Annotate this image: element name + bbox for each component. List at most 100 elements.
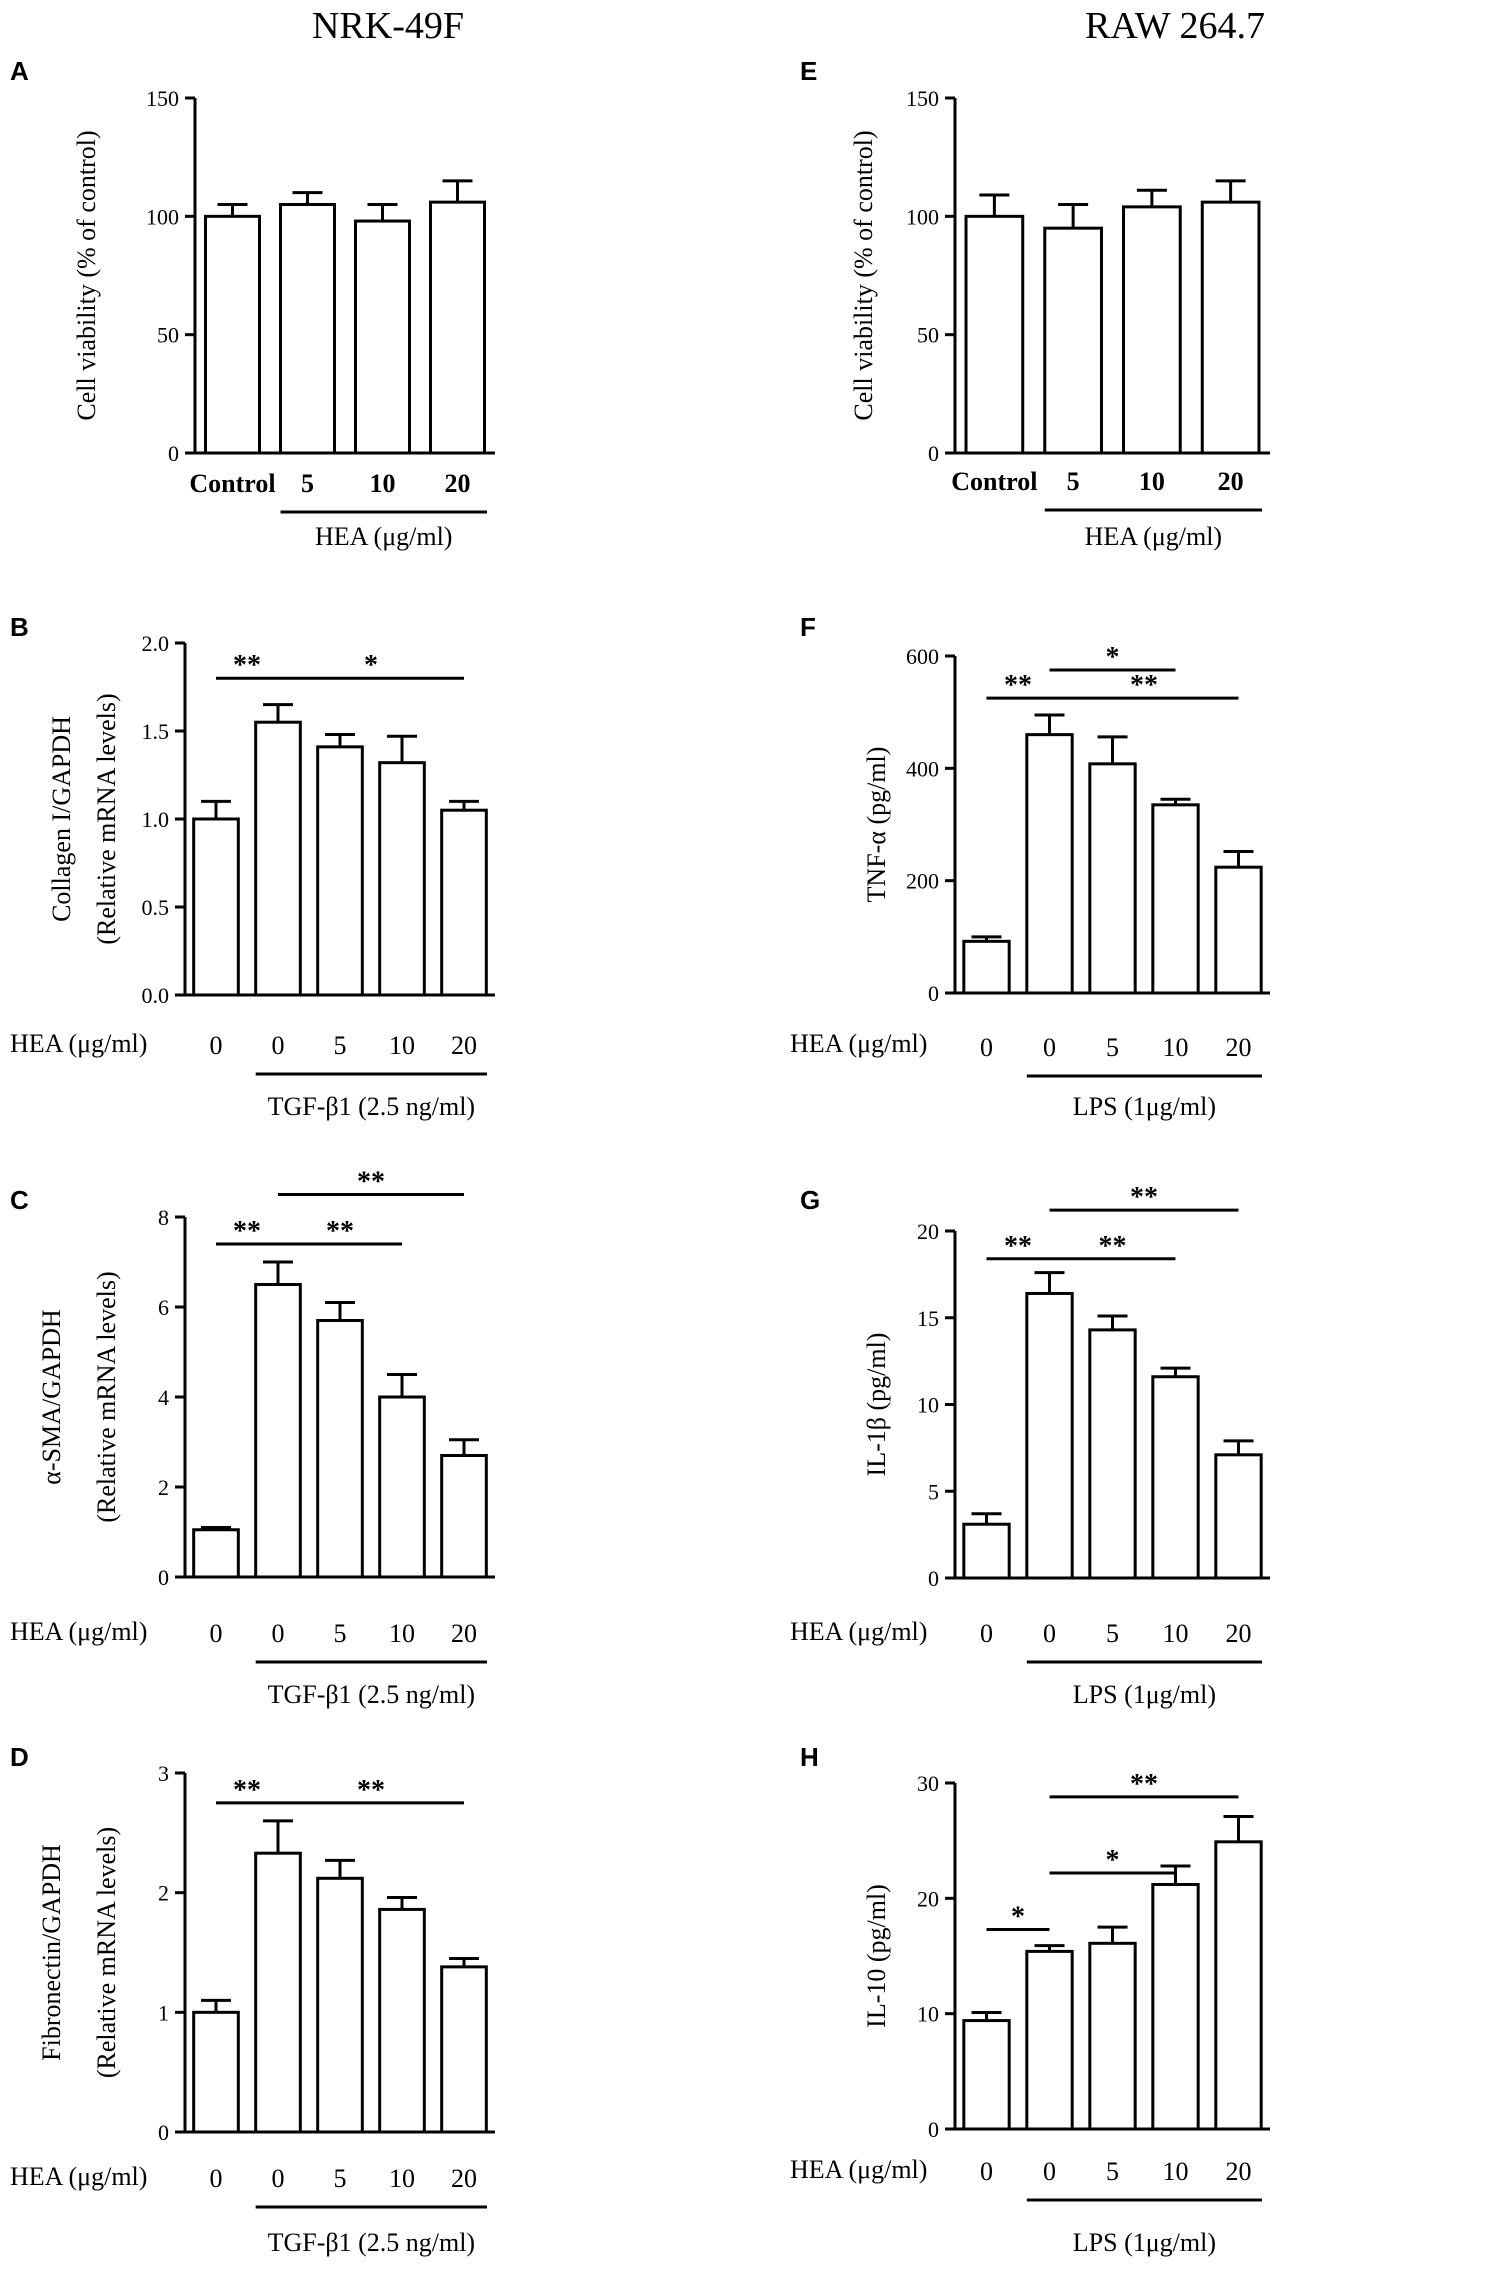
bar bbox=[378, 1907, 426, 2134]
panel-E: E 0 50 100 150 Cell viability (% of control) C… bbox=[800, 56, 1270, 551]
x-tick-label: 0 bbox=[210, 1619, 223, 1648]
y-tick-label: 1.0 bbox=[142, 807, 170, 832]
x-tick-label: Control bbox=[189, 469, 275, 498]
bar bbox=[1151, 803, 1200, 995]
bar bbox=[254, 1851, 302, 2134]
significance-label: ** bbox=[1004, 670, 1032, 701]
group-label: TGF-β1 (2.5 ng/ml) bbox=[268, 2228, 476, 2257]
x-tick-label: 0 bbox=[1043, 1033, 1056, 1062]
y-axis-label: Cell viability (% of control) bbox=[72, 130, 101, 420]
x-tick-label: 10 bbox=[1163, 2157, 1189, 2186]
bar bbox=[378, 761, 426, 997]
x-tick-label: 0 bbox=[210, 2164, 223, 2193]
bar bbox=[354, 219, 411, 455]
y-tick-label: 2.0 bbox=[142, 631, 170, 656]
significance-label: ** bbox=[357, 1775, 385, 1806]
significance-label: ** bbox=[326, 1216, 354, 1247]
bar bbox=[1025, 733, 1074, 995]
x-tick-label: 20 bbox=[1218, 467, 1244, 496]
x-tick-label: 0 bbox=[980, 1619, 993, 1648]
panel-B: B 0.0 0.5 1.0 1.5 2.0 Collagen I/GAPDH (Relativ… bbox=[10, 612, 495, 1121]
x-tick-label: 10 bbox=[1139, 467, 1165, 496]
panel-letter-F: F bbox=[800, 612, 816, 642]
x-tick-label: 5 bbox=[1106, 1619, 1119, 1648]
bar bbox=[192, 817, 240, 997]
x-tick-label: 20 bbox=[1226, 1033, 1252, 1062]
panel-D: D 0 1 2 3 Fibronectin/GAPDH (Relative mRNA lev… bbox=[10, 1742, 495, 2257]
y-tick-label: 10 bbox=[917, 1393, 939, 1418]
bar bbox=[1025, 1949, 1074, 2131]
x-tick-label: 10 bbox=[370, 469, 396, 498]
x-tick-label: 20 bbox=[451, 2164, 477, 2193]
x-tick-label: 20 bbox=[1226, 2157, 1252, 2186]
group-label: LPS (1μg/ml) bbox=[1073, 2228, 1216, 2257]
y-tick-label: 0 bbox=[158, 1565, 169, 1590]
y-tick-label: 20 bbox=[917, 1886, 939, 1911]
y-tick-label: 200 bbox=[906, 869, 939, 894]
significance-label: * bbox=[1011, 1901, 1025, 1932]
bar bbox=[192, 2010, 240, 2134]
x-tick-label: 20 bbox=[451, 1031, 477, 1060]
y-axis-label: α-SMA/GAPDH bbox=[37, 1309, 66, 1485]
y-tick-label: 1.5 bbox=[142, 719, 170, 744]
group-label: TGF-β1 (2.5 ng/ml) bbox=[268, 1092, 476, 1121]
bar bbox=[1043, 226, 1103, 455]
x-tick-label: 20 bbox=[451, 1619, 477, 1648]
significance-label: ** bbox=[357, 1167, 385, 1198]
bar bbox=[962, 2019, 1011, 2131]
x-tick-label: 0 bbox=[272, 1619, 285, 1648]
bar bbox=[440, 1454, 488, 1579]
bar bbox=[1088, 762, 1137, 995]
y-axis-label: Cell viability (% of control) bbox=[849, 130, 878, 420]
bar bbox=[316, 745, 364, 997]
x-tick-label: 5 bbox=[334, 1619, 347, 1648]
x-tick-label: 0 bbox=[1043, 2157, 1056, 2186]
bar bbox=[1214, 1453, 1263, 1580]
y-tick-label: 10 bbox=[917, 2002, 939, 2027]
y-axis-label: Fibronectin/GAPDH bbox=[37, 1844, 66, 2061]
group-label: LPS (1μg/ml) bbox=[1073, 1680, 1216, 1709]
y-tick-label: 2 bbox=[158, 1475, 169, 1500]
significance-label: * bbox=[1106, 642, 1120, 673]
y-axis-label-2: (Relative mRNA levels) bbox=[92, 1271, 121, 1522]
significance-label: * bbox=[1106, 1845, 1120, 1876]
x-tick-label: 0 bbox=[980, 2157, 993, 2186]
x-tick-label: 10 bbox=[1163, 1033, 1189, 1062]
significance-label: * bbox=[364, 650, 378, 681]
x-tick-label: 0 bbox=[272, 1031, 285, 1060]
bar bbox=[204, 214, 261, 455]
panel-letter-A: A bbox=[10, 56, 29, 86]
x-tick-label: 5 bbox=[301, 469, 314, 498]
bar bbox=[254, 720, 302, 997]
x-tick-label: 0 bbox=[1043, 1619, 1056, 1648]
bar bbox=[254, 1283, 302, 1579]
y-tick-label: 50 bbox=[917, 323, 939, 348]
significance-label: ** bbox=[233, 650, 261, 681]
bar bbox=[429, 200, 486, 455]
bar bbox=[1025, 1291, 1074, 1580]
x-tick-label: 5 bbox=[1106, 1033, 1119, 1062]
y-tick-label: 6 bbox=[158, 1295, 169, 1320]
panel-letter-H: H bbox=[800, 1742, 819, 1772]
y-tick-label: 8 bbox=[158, 1205, 169, 1230]
y-tick-label: 50 bbox=[157, 323, 179, 348]
row-label: HEA (μg/ml) bbox=[790, 2155, 927, 2184]
bar bbox=[192, 1528, 240, 1579]
row-label: HEA (μg/ml) bbox=[790, 1029, 927, 1058]
x-tick-label: 5 bbox=[334, 2164, 347, 2193]
x-tick-label: Control bbox=[951, 467, 1037, 496]
column-title-left: NRK-49F bbox=[312, 5, 464, 47]
y-tick-label: 0 bbox=[928, 1566, 939, 1591]
significance-label: ** bbox=[1130, 1182, 1158, 1213]
bar bbox=[1088, 1328, 1137, 1580]
significance-label: ** bbox=[1130, 1769, 1158, 1800]
bar bbox=[440, 1965, 488, 2134]
significance-label: ** bbox=[1099, 1231, 1127, 1262]
significance-label: ** bbox=[1130, 670, 1158, 701]
y-axis-label-2: (Relative mRNA levels) bbox=[92, 693, 121, 944]
bar bbox=[1151, 1882, 1200, 2131]
